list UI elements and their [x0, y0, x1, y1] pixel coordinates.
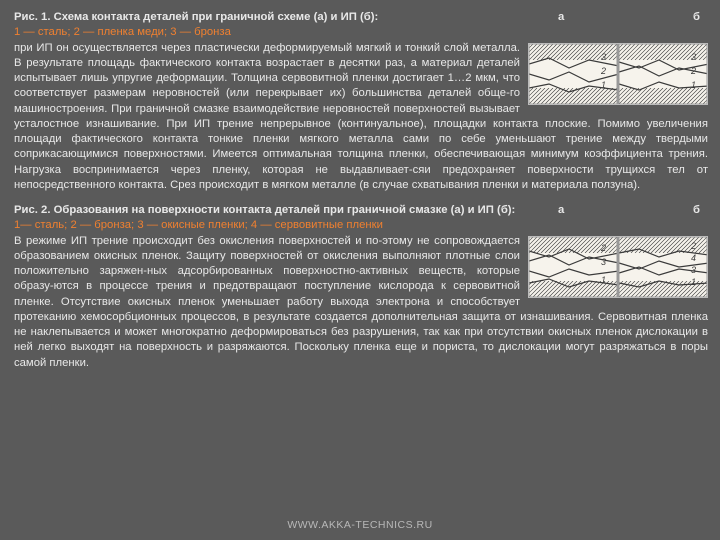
svg-text:4: 4 [691, 253, 696, 263]
figure-1-ab: а б [528, 10, 708, 26]
figure-2-block: а б Рис. 2. Образования на поверхности к… [14, 203, 708, 371]
figure-2-svg: 2 3 1 2 4 3 1 [529, 237, 707, 297]
figure-2-note: 1— сталь; 2 — бронза; 3 — окисные пленки… [14, 218, 708, 233]
page: а б Рис. 1. Схема контакта деталей при г… [0, 0, 720, 540]
spacer [14, 193, 708, 203]
svg-text:2: 2 [600, 66, 606, 76]
figure-1-note: 1 — сталь; 2 — пленка меди; 3 — бронза [14, 25, 708, 40]
svg-text:2: 2 [690, 241, 696, 251]
fig1-label-a: а [558, 10, 564, 25]
svg-text:1: 1 [601, 80, 606, 90]
figure-1-image: 3 2 1 3 2 1 [528, 43, 708, 105]
svg-text:1: 1 [691, 277, 696, 287]
svg-text:3: 3 [601, 52, 606, 62]
fig1-label-b: б [693, 10, 700, 25]
figure-2-ab: а б [528, 203, 708, 219]
svg-text:2: 2 [690, 66, 696, 76]
figure-1-svg: 3 2 1 3 2 1 [529, 44, 707, 104]
svg-text:1: 1 [601, 275, 606, 285]
svg-text:2: 2 [600, 243, 606, 253]
fig2-label-a: а [558, 203, 564, 218]
svg-text:1: 1 [691, 80, 696, 90]
figure-1-block: а б Рис. 1. Схема контакта деталей при г… [14, 10, 708, 193]
fig2-label-b: б [693, 203, 700, 218]
figure-2-image: 2 3 1 2 4 3 1 [528, 236, 708, 298]
svg-text:3: 3 [691, 52, 696, 62]
footer-link: WWW.AKKA-TECHNICS.RU [0, 518, 720, 532]
svg-text:3: 3 [691, 265, 696, 275]
svg-text:3: 3 [601, 257, 606, 267]
